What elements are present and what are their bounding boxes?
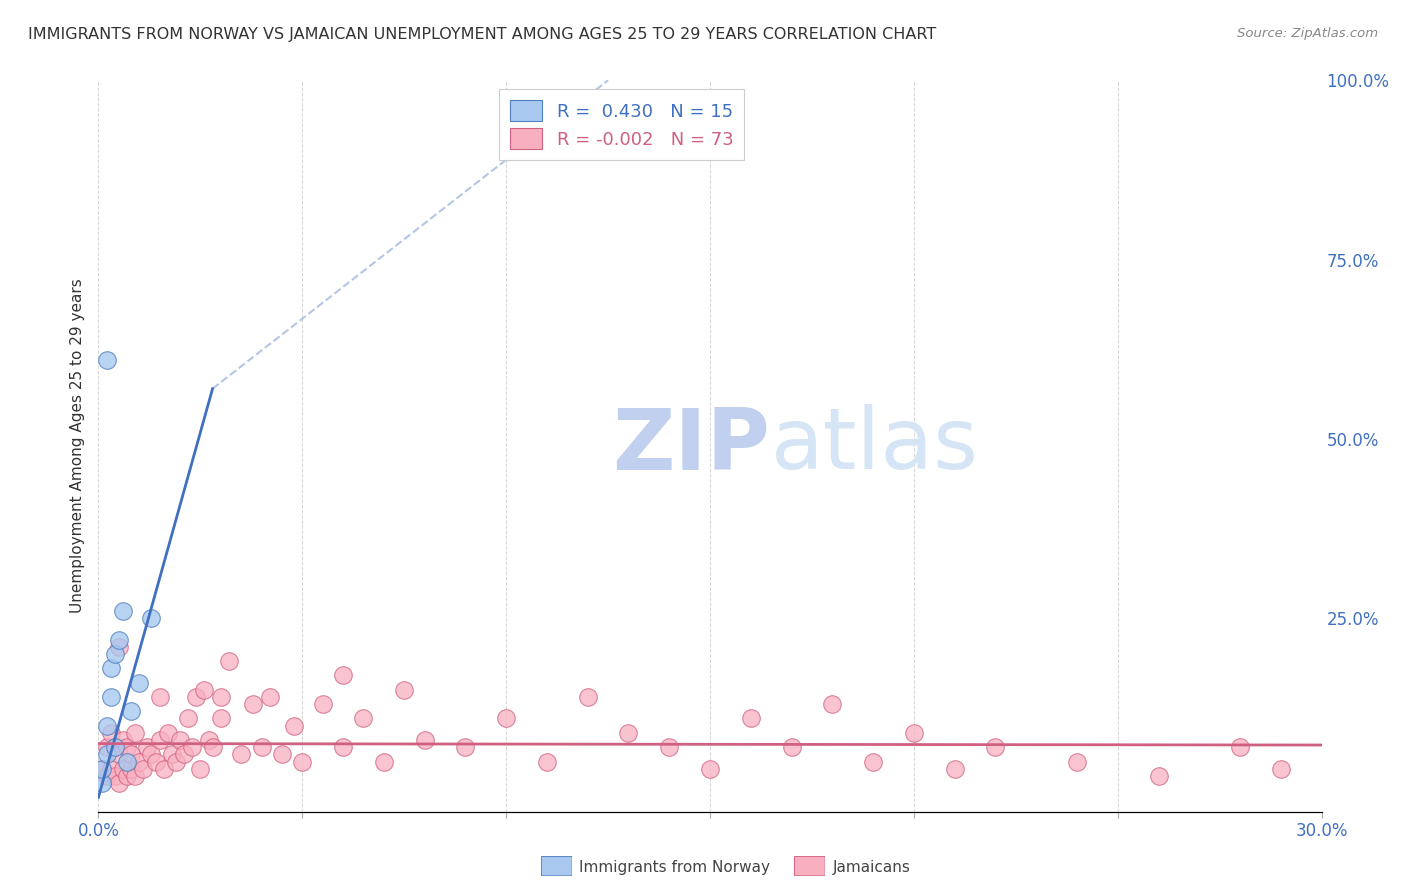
Point <box>120 747 142 762</box>
Y-axis label: Unemployment Among Ages 25 to 29 years: Unemployment Among Ages 25 to 29 years <box>69 278 84 614</box>
Point <box>617 726 640 740</box>
Point <box>1147 769 1170 783</box>
Point <box>104 740 127 755</box>
FancyBboxPatch shape <box>541 856 572 876</box>
Legend: R =  0.430   N = 15, R = -0.002   N = 73: R = 0.430 N = 15, R = -0.002 N = 73 <box>499 89 744 160</box>
Point <box>120 762 142 776</box>
Text: Immigrants from Norway: Immigrants from Norway <box>579 860 770 874</box>
Point <box>160 747 183 762</box>
Point <box>536 755 558 769</box>
Point <box>96 719 118 733</box>
Point <box>152 762 174 776</box>
Point <box>283 719 305 733</box>
Point <box>108 747 131 762</box>
FancyBboxPatch shape <box>794 856 825 876</box>
Point <box>111 733 134 747</box>
Point <box>108 632 131 647</box>
Point <box>91 762 114 776</box>
Point <box>209 711 232 725</box>
Point <box>91 776 114 790</box>
Point <box>740 711 762 725</box>
Point <box>373 755 395 769</box>
Point <box>332 668 354 682</box>
Point <box>128 675 150 690</box>
Point <box>165 755 187 769</box>
Point <box>156 726 179 740</box>
Text: Jamaicans: Jamaicans <box>832 860 910 874</box>
Point <box>141 747 163 762</box>
Point <box>149 733 172 747</box>
Point <box>218 654 240 668</box>
Point <box>699 762 721 776</box>
Point <box>100 726 122 740</box>
Point <box>124 726 146 740</box>
Point <box>186 690 208 704</box>
Point <box>115 769 138 783</box>
Point <box>141 611 163 625</box>
Point <box>104 740 127 755</box>
Point <box>352 711 374 725</box>
Point <box>173 747 195 762</box>
Point <box>115 740 138 755</box>
Point <box>100 762 122 776</box>
Point <box>209 690 232 704</box>
Point <box>862 755 884 769</box>
Point <box>270 747 294 762</box>
Point <box>658 740 681 755</box>
Point <box>100 661 122 675</box>
Point <box>132 762 155 776</box>
Point <box>115 755 138 769</box>
Point <box>145 755 167 769</box>
Point <box>111 762 134 776</box>
Point <box>193 682 215 697</box>
Point <box>149 690 172 704</box>
Point <box>413 733 436 747</box>
Point <box>259 690 281 704</box>
Point <box>780 740 803 755</box>
Point <box>108 640 131 654</box>
Point <box>96 747 118 762</box>
Text: ZIP: ZIP <box>612 404 770 488</box>
Point <box>177 711 200 725</box>
Point <box>392 682 416 697</box>
Point <box>821 697 844 711</box>
Point <box>231 747 253 762</box>
Point <box>1229 740 1251 755</box>
Point <box>96 769 118 783</box>
Point <box>943 762 966 776</box>
Point <box>136 740 159 755</box>
Point <box>169 733 191 747</box>
Point <box>1066 755 1088 769</box>
Point <box>188 762 212 776</box>
Point <box>111 604 134 618</box>
Point <box>197 733 219 747</box>
Point <box>181 740 204 755</box>
Point <box>903 726 925 740</box>
Point <box>242 697 264 711</box>
Point <box>96 353 118 368</box>
Point <box>104 647 127 661</box>
Point <box>250 740 273 755</box>
Point <box>120 704 142 718</box>
Point <box>96 740 118 755</box>
Point <box>495 711 517 725</box>
Point <box>124 769 146 783</box>
Point <box>576 690 599 704</box>
Point <box>128 755 150 769</box>
Point <box>201 740 224 755</box>
Text: Source: ZipAtlas.com: Source: ZipAtlas.com <box>1237 27 1378 40</box>
Point <box>104 769 127 783</box>
Point <box>291 755 314 769</box>
Point <box>312 697 335 711</box>
Point <box>1270 762 1292 776</box>
Text: atlas: atlas <box>772 404 979 488</box>
Text: IMMIGRANTS FROM NORWAY VS JAMAICAN UNEMPLOYMENT AMONG AGES 25 TO 29 YEARS CORREL: IMMIGRANTS FROM NORWAY VS JAMAICAN UNEMP… <box>28 27 936 42</box>
Point <box>91 762 114 776</box>
Point <box>984 740 1007 755</box>
Point <box>108 776 131 790</box>
Point <box>332 740 354 755</box>
Point <box>454 740 477 755</box>
Point <box>100 690 122 704</box>
